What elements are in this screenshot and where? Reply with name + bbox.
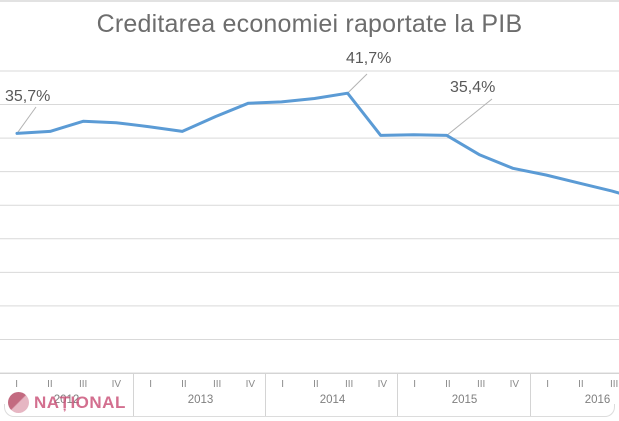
axis-quarter-label: I bbox=[149, 379, 153, 390]
axis-year-group-2014: I II III IV 2014 bbox=[265, 374, 397, 417]
axis-quarter-label: III bbox=[609, 379, 619, 390]
data-label-2015-q2: 35,4% bbox=[450, 79, 496, 96]
national-logo-icon bbox=[8, 392, 29, 413]
axis-quarter-label: IV bbox=[509, 379, 520, 390]
axis-quarter-label: III bbox=[212, 379, 222, 390]
axis-year-label: 2014 bbox=[319, 394, 346, 406]
axis-year-group-2015: I II III IV 2015 bbox=[397, 374, 530, 417]
axis-quarter-label: II bbox=[313, 379, 319, 390]
axis-quarter-label: IV bbox=[111, 379, 122, 390]
axis-quarter-label: II bbox=[181, 379, 187, 390]
axis-quarter-label: III bbox=[344, 379, 354, 390]
axis-year-label: 2015 bbox=[451, 394, 478, 406]
axis-year-label: 2013 bbox=[187, 394, 214, 406]
axis-quarter-label: IV bbox=[377, 379, 388, 390]
watermark-text: NAȚIONAL bbox=[34, 392, 126, 412]
axis-quarter-label: I bbox=[413, 379, 417, 390]
axis-quarter-label: I bbox=[15, 379, 19, 390]
axis-quarter-label: II bbox=[445, 379, 451, 390]
axis-quarter-label: IV bbox=[245, 379, 256, 390]
axis-quarter-label: II bbox=[578, 379, 584, 390]
data-label-2012-q1: 35,7% bbox=[5, 88, 51, 105]
axis-year-group-2016: I II III 2016 bbox=[530, 374, 619, 417]
axis-quarter-label: I bbox=[546, 379, 550, 390]
data-label-2014-q3: 41,7% bbox=[346, 50, 392, 67]
data-series-line bbox=[15, 91, 619, 195]
axis-year-label: 2012 bbox=[53, 394, 80, 406]
axis-quarter-label: III bbox=[78, 379, 88, 390]
axis-quarter-label: I bbox=[281, 379, 285, 390]
axis-year-group-2013: I II III IV 2013 bbox=[133, 374, 265, 417]
chart-title: Creditarea economiei raportate la PIB bbox=[96, 10, 523, 38]
axis-year-label: 2016 bbox=[584, 394, 611, 406]
top-border bbox=[0, 0, 619, 2]
watermark: NAȚIONAL bbox=[8, 392, 126, 413]
annotation-leader-line bbox=[446, 98, 493, 136]
axis-quarter-label: III bbox=[476, 379, 486, 390]
axis-year-group-2012: I II III IV 2012 bbox=[0, 374, 133, 417]
annotation-leader-line bbox=[16, 106, 37, 134]
axis-quarter-label: II bbox=[47, 379, 53, 390]
annotation-leader-line bbox=[347, 73, 368, 94]
x-axis: I II III IV 2012 I II III IV 2013 I II III IV 2014 I II I… bbox=[0, 373, 619, 417]
